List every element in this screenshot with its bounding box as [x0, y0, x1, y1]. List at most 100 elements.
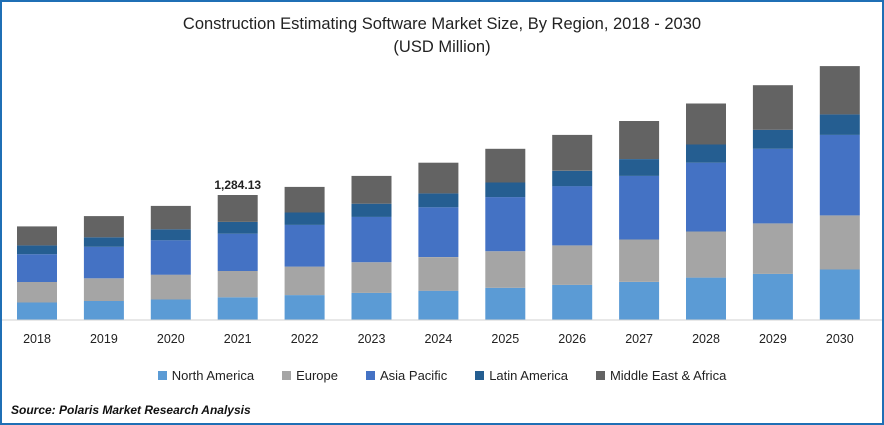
- bar-segment: [819, 215, 860, 270]
- bar-segment: [418, 257, 459, 291]
- bar-segment: [485, 251, 526, 288]
- bar-segment: [552, 245, 593, 285]
- legend-swatch: [595, 371, 605, 380]
- x-tick-label: 2028: [692, 332, 720, 346]
- legend-label: Middle East & Africa: [609, 368, 727, 383]
- bar-segment: [485, 182, 526, 198]
- bar-segment: [686, 277, 726, 320]
- legend-label: North America: [171, 368, 255, 383]
- legend-swatch: [475, 371, 485, 380]
- bar-segment: [284, 295, 325, 320]
- chart-subtitle: (USD Million): [393, 38, 491, 56]
- bar-segment: [217, 233, 258, 271]
- bar-segment: [150, 299, 191, 320]
- x-tick-label: 2019: [90, 332, 118, 346]
- x-tick-label: 2025: [491, 332, 519, 346]
- chart-title-block: Construction Estimating Software Market …: [2, 13, 882, 59]
- bar-segment: [686, 103, 726, 145]
- legend-label: Asia Pacific: [380, 368, 448, 383]
- bar-segment: [17, 282, 57, 303]
- x-tick-label: 2018: [23, 332, 51, 346]
- x-tick-label: 2024: [424, 332, 452, 346]
- bar-segment: [552, 134, 593, 171]
- bar-segment: [284, 186, 325, 213]
- legend-item: Asia Pacific: [366, 368, 447, 383]
- bar-segment: [619, 282, 660, 320]
- bar-segment: [83, 237, 124, 247]
- bar-segment: [686, 144, 726, 163]
- bar-segment: [752, 223, 793, 274]
- bar-segment: [819, 134, 860, 216]
- legend-swatch: [282, 371, 292, 380]
- bar-segment: [485, 287, 526, 320]
- x-tick-label: 2029: [759, 332, 787, 346]
- bar-segment: [351, 203, 392, 217]
- legend-swatch: [157, 371, 167, 380]
- bar-segment: [752, 148, 793, 224]
- bar-segment: [150, 205, 191, 230]
- bar-segment: [150, 240, 191, 275]
- bar-segment: [83, 301, 124, 320]
- chart-title: Construction Estimating Software Market …: [182, 15, 702, 33]
- bar-segment: [619, 175, 660, 240]
- bar-segment: [83, 216, 124, 238]
- bar-segment: [217, 271, 258, 298]
- x-tick-label: 2030: [826, 332, 854, 346]
- legend-label: Latin America: [489, 368, 568, 383]
- data-label: 1,284.13: [214, 178, 261, 192]
- legend-label: Europe: [296, 368, 338, 383]
- bar-segment: [17, 302, 57, 320]
- bar-segment: [351, 292, 392, 320]
- bar-segment: [418, 207, 459, 257]
- bar-segment: [418, 193, 459, 208]
- bar-segment: [83, 278, 124, 301]
- bar-segment: [83, 246, 124, 279]
- x-tick-label: 2020: [157, 332, 185, 346]
- legend-item: Middle East & Africa: [595, 368, 727, 383]
- chart-legend: North America Europe Asia Pacific Latin Ame…: [2, 368, 882, 383]
- bar-segment: [819, 66, 860, 115]
- bar-segment: [17, 245, 57, 255]
- bar-segment: [217, 222, 258, 234]
- bar-segment: [485, 197, 526, 252]
- bar-segment: [752, 129, 793, 149]
- x-tick-label: 2026: [558, 332, 586, 346]
- bar-segment: [552, 170, 593, 187]
- bar-segment: [284, 224, 325, 267]
- bar-segment: [351, 262, 392, 293]
- legend-item: North America: [157, 368, 255, 383]
- bar-segment: [552, 284, 593, 320]
- bar-segment: [217, 297, 258, 320]
- bar-segment: [819, 114, 860, 135]
- bar-segment: [485, 148, 526, 183]
- bar-segment: [752, 85, 793, 130]
- bar-segment: [819, 269, 860, 320]
- bar-segment: [418, 290, 459, 320]
- bar-segment: [150, 229, 191, 241]
- bar-segment: [17, 226, 57, 246]
- x-tick-label: 2022: [291, 332, 319, 346]
- bar-segment: [752, 273, 793, 320]
- legend-item: Latin America: [475, 368, 568, 383]
- bar-segment: [619, 121, 660, 159]
- x-tick-label: 2023: [358, 332, 386, 346]
- legend-item: Europe: [282, 368, 338, 383]
- x-tick-label: 2027: [625, 332, 653, 346]
- bar-segment: [284, 266, 325, 296]
- bar-segment: [17, 254, 57, 282]
- bar-segment: [351, 216, 392, 263]
- bar-segment: [150, 274, 191, 300]
- bar-chart: 2018 2019 2020 2021 1,284.13 2022 2023 2024 2025…: [2, 66, 882, 346]
- bar-segment: [217, 195, 258, 222]
- bar-segment: [619, 159, 660, 176]
- bar-segment: [418, 162, 459, 194]
- bar-segment: [284, 212, 325, 225]
- chart-source: Source: Polaris Market Research Analysis: [11, 403, 251, 417]
- bar-segment: [552, 186, 593, 246]
- bar-segment: [686, 162, 726, 232]
- x-tick-label: 2021: [224, 332, 252, 346]
- bar-segment: [686, 231, 726, 278]
- bar-segment: [619, 239, 660, 282]
- legend-swatch: [366, 371, 375, 380]
